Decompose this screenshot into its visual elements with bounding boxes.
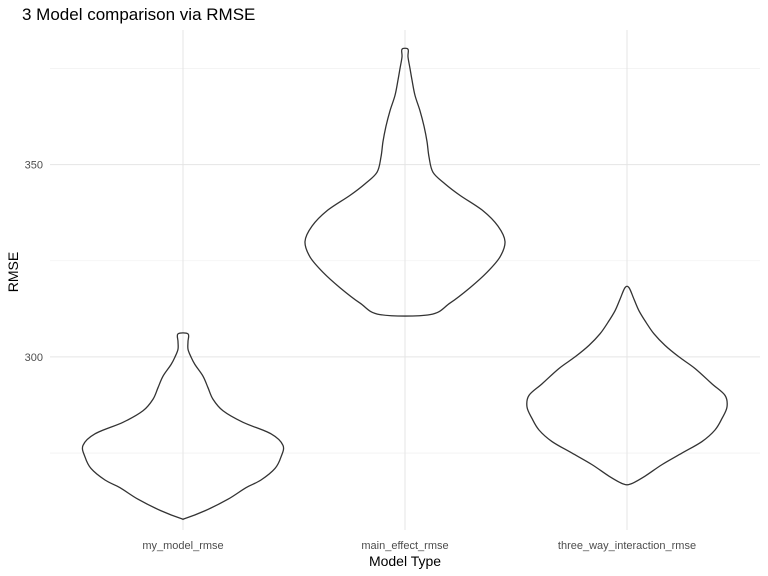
violin-my-model-rmse: [81, 332, 285, 521]
chart-title: 3 Model comparison via RMSE: [22, 5, 255, 24]
x-axis-tick-labels: my_model_rmse main_effect_rmse three_way_i…: [142, 540, 696, 552]
x-tick-label: my_model_rmse: [142, 540, 223, 552]
y-axis-tick-labels: 300 350: [25, 160, 43, 364]
x-axis-title: Model Type: [369, 553, 441, 569]
x-tick-label: three_way_interaction_rmse: [558, 540, 696, 552]
violin-three-way-interaction-rmse: [526, 285, 728, 486]
violins: [81, 47, 728, 521]
y-axis-title: RMSE: [5, 252, 21, 292]
grid-lines: [50, 30, 760, 530]
x-tick-label: main_effect_rmse: [361, 540, 448, 552]
violin-main-effect-rmse: [304, 47, 506, 317]
y-tick-label: 350: [25, 160, 43, 172]
y-tick-label: 300: [25, 352, 43, 364]
